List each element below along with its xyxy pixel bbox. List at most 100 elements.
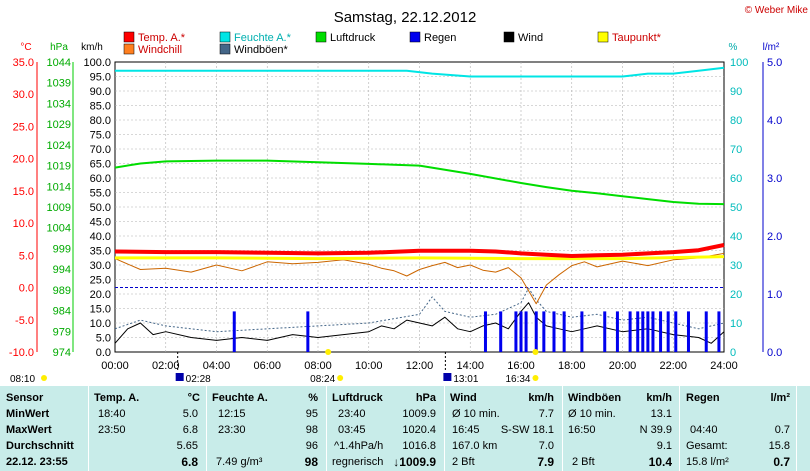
pressure-tick-label: 1019 [47, 161, 71, 173]
wind-max-time: 16:45 [452, 424, 480, 436]
temp-tick-label: 35.0 [13, 57, 34, 69]
pressure-tick-label: 1009 [47, 202, 71, 214]
legend-swatch [123, 31, 135, 43]
rain-tick-label: 0.0 [767, 347, 782, 359]
legend-swatch [597, 31, 609, 43]
moon-icon [175, 373, 184, 381]
wind-tick-label: 25.0 [90, 275, 111, 287]
pressure-trend: ^1.4hPa/h [334, 440, 384, 452]
temp-tick-label: 0.0 [19, 283, 34, 295]
pressure-tick-label: 974 [53, 347, 71, 359]
wind-unit: km/h [528, 392, 554, 404]
pressure-tick-label: 994 [53, 264, 71, 276]
wind-tick-label: 0.0 [96, 347, 111, 359]
unit-rain: l/m² [763, 42, 780, 53]
x-tick-label: 08:00 [304, 360, 332, 372]
pressure-avg-value: 1016.8 [402, 440, 436, 452]
gust-current-value: 10.4 [648, 455, 672, 469]
pressure-tick-label: 1014 [47, 181, 71, 193]
legend-label: Feuchte A.* [234, 32, 292, 44]
x-tick-label: 16:00 [507, 360, 535, 372]
row-label-avg: Durchschnitt [6, 440, 74, 452]
rain-daily-sum: 15.8 l/m² [686, 456, 729, 468]
rain-bar [562, 311, 566, 352]
humidity-tick-label: 60 [730, 173, 742, 185]
x-tick-label: 12:00 [406, 360, 434, 372]
pressure-tick-label: 989 [53, 285, 71, 297]
rain-bar [232, 311, 236, 352]
humidity-current-value: 98 [304, 455, 318, 469]
temp-avg-value: 5.65 [176, 440, 198, 452]
sunset-icon [532, 349, 539, 355]
humidity-tick-label: 80 [730, 115, 742, 127]
humidity-absolute: 7.49 g/m³ [216, 456, 263, 468]
humidity-min-value: 95 [305, 408, 318, 420]
rain-bar [717, 311, 721, 352]
pressure-tick-label: 1044 [47, 57, 71, 69]
wind-tick-label: 35.0 [90, 246, 111, 258]
gust-daily-avg: 9.1 [656, 440, 672, 452]
temp-tick-label: -10.0 [9, 347, 34, 359]
pressure-tick-label: 1024 [47, 140, 71, 152]
series-line-pressure [114, 159, 725, 206]
wind-beaufort: 2 Bft [452, 456, 475, 468]
wind-tick-label: 55.0 [90, 188, 111, 200]
rain-bar [646, 311, 650, 352]
rain-bar [704, 311, 708, 352]
pressure-max-time: 03:45 [338, 424, 366, 436]
temp-tick-label: 25.0 [13, 121, 34, 133]
temp-tick-label: 15.0 [13, 186, 34, 198]
unit-humidity: % [729, 42, 738, 53]
legend-label: Taupunkt* [612, 32, 662, 44]
temp-unit: °C [187, 392, 200, 404]
pressure-tick-label: 1034 [47, 98, 71, 110]
humidity-avg-value: 96 [305, 440, 318, 452]
rain-total-label: Gesamt: [686, 440, 728, 452]
wind-tick-label: 65.0 [90, 159, 111, 171]
row-label-current: 22.12. 23:55 [6, 456, 68, 468]
rain-total-value: 15.8 [768, 440, 790, 452]
gust-beaufort: 2 Bft [572, 456, 595, 468]
rain-bar [519, 311, 523, 352]
rain-bar [666, 311, 670, 352]
temp-tick-label: -5.0 [15, 315, 34, 327]
x-tick-label: 18:00 [558, 360, 586, 372]
rain-max-value: 0.7 [774, 424, 790, 436]
pressure-tick-label: 979 [53, 326, 71, 338]
wind-tick-label: 95.0 [90, 72, 111, 84]
rain-tick-label: 5.0 [767, 57, 782, 69]
wind-tick-label: 100.0 [83, 57, 111, 69]
x-tick-label: 02:00 [152, 360, 180, 372]
rain-tick-label: 3.0 [767, 173, 782, 185]
wind-tick-label: 30.0 [90, 260, 111, 272]
wind-tick-label: 45.0 [90, 217, 111, 229]
pressure-tick-label: 1004 [47, 223, 71, 235]
temp-min-value: 5.0 [182, 408, 198, 420]
series-line-wind [114, 302, 725, 344]
legend-swatch [315, 31, 327, 43]
x-tick-label: 24:00 [710, 360, 738, 372]
wind-tick-label: 40.0 [90, 231, 111, 243]
series-line-gust [114, 287, 725, 333]
rain-bar [552, 311, 556, 352]
rain-current-value: 0.7 [773, 455, 790, 469]
wind-tick-label: 80.0 [90, 115, 111, 127]
temp-tick-label: 20.0 [13, 154, 34, 166]
humidity-tick-label: 70 [730, 144, 742, 156]
wind-tick-label: 50.0 [90, 202, 111, 214]
rain-bar [542, 311, 546, 352]
wind-tick-label: 20.0 [90, 289, 111, 301]
legend-label: Luftdruck [330, 32, 376, 44]
row-label-min: MinWert [6, 408, 50, 420]
humidity-tick-label: 50 [730, 202, 742, 214]
humidity-tick-label: 30 [730, 260, 742, 272]
moonrise-label: 13:01 [453, 374, 478, 385]
moonset-label: 02:28 [186, 374, 211, 385]
series-line-dewpoint [115, 255, 725, 261]
rain-tick-label: 2.0 [767, 231, 782, 243]
temp-min-time: 18:40 [98, 408, 126, 420]
legend-label: Wind [518, 32, 543, 44]
sunset-label: 16:34 [505, 374, 530, 385]
rain-bar [306, 311, 310, 352]
legend-label: Temp. A.* [138, 32, 186, 44]
